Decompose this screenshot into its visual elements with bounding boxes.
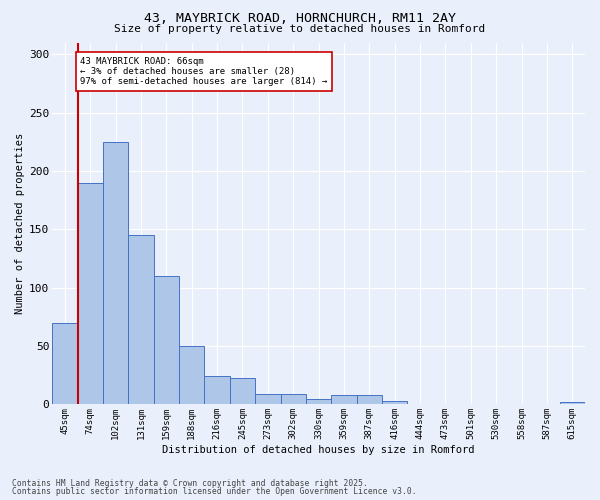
- Bar: [356, 395, 382, 404]
- Bar: [255, 394, 281, 404]
- Bar: [128, 235, 154, 404]
- Bar: [281, 394, 306, 404]
- Text: Size of property relative to detached houses in Romford: Size of property relative to detached ho…: [115, 24, 485, 34]
- Bar: [560, 402, 585, 404]
- Y-axis label: Number of detached properties: Number of detached properties: [15, 133, 25, 314]
- Text: Contains HM Land Registry data © Crown copyright and database right 2025.: Contains HM Land Registry data © Crown c…: [12, 478, 368, 488]
- Bar: [331, 395, 356, 404]
- Bar: [103, 142, 128, 404]
- Bar: [382, 401, 407, 404]
- Text: 43, MAYBRICK ROAD, HORNCHURCH, RM11 2AY: 43, MAYBRICK ROAD, HORNCHURCH, RM11 2AY: [144, 12, 456, 26]
- Bar: [154, 276, 179, 404]
- Text: 43 MAYBRICK ROAD: 66sqm
← 3% of detached houses are smaller (28)
97% of semi-det: 43 MAYBRICK ROAD: 66sqm ← 3% of detached…: [80, 56, 328, 86]
- Bar: [179, 346, 205, 405]
- Bar: [306, 398, 331, 404]
- X-axis label: Distribution of detached houses by size in Romford: Distribution of detached houses by size …: [163, 445, 475, 455]
- Bar: [205, 376, 230, 404]
- Bar: [52, 322, 77, 404]
- Bar: [77, 182, 103, 404]
- Bar: [230, 378, 255, 404]
- Text: Contains public sector information licensed under the Open Government Licence v3: Contains public sector information licen…: [12, 487, 416, 496]
